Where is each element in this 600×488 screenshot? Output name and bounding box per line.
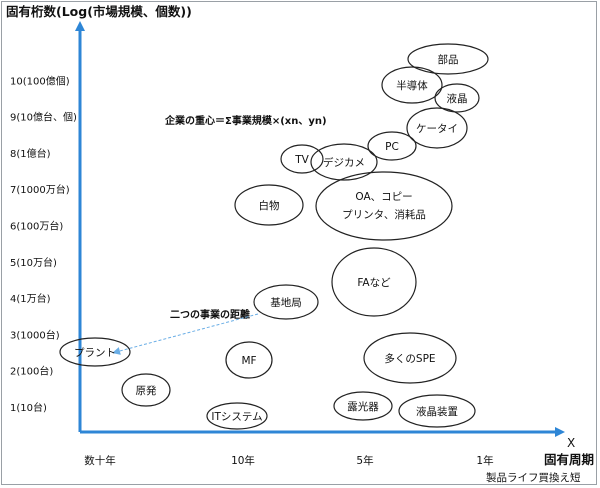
bubble-部品 — [407, 43, 489, 75]
distance-arrow — [112, 313, 259, 355]
bubble-プラント — [59, 337, 131, 367]
y-tick-label: 6(100万台) — [10, 220, 63, 233]
x-axis-title: 固有周期 — [544, 452, 594, 467]
y-tick-label: 3(1000台) — [10, 328, 60, 341]
x-tick-label: 5年 — [356, 454, 373, 467]
bubble-液晶 — [434, 83, 480, 113]
bubble-液晶装置 — [398, 394, 476, 428]
x-tick-labels: 数十年 10年 5年 1年 — [84, 454, 493, 467]
y-tick-label: 8(1億台) — [10, 147, 51, 160]
x-axis-letter: X — [567, 436, 575, 450]
bubble-label: OA、コピー — [355, 191, 412, 203]
bubble-label: 液晶 — [447, 92, 468, 105]
y-tick-label: 10(100億個) — [10, 74, 70, 87]
bubble-MF — [225, 341, 273, 379]
bubble-FAなど — [331, 247, 417, 317]
y-tick-labels: 1(10台) 2(100台) 3(1000台) 4(1万台) 5(10万台) 6(100万… — [10, 74, 77, 414]
bubble-label: プリンタ、消耗品 — [342, 208, 426, 221]
bubble-label: MF — [241, 355, 256, 367]
bubble-label: ケータイ — [416, 123, 458, 135]
bubble-OA、コピー — [315, 171, 453, 241]
bubble-label: 半導体 — [396, 79, 428, 92]
x-tick-label: 1年 — [476, 454, 493, 467]
bubble-ケータイ — [406, 107, 468, 149]
bubble-label: デジカメ — [323, 156, 365, 169]
bubble-label: ITシステム — [211, 411, 262, 423]
bubble-原発 — [121, 373, 171, 407]
bubble-label: 多くのSPE — [384, 352, 435, 365]
bubble-label: 基地局 — [270, 296, 302, 309]
bubble-label: 原発 — [136, 384, 157, 397]
y-tick-label: 5(10万台) — [10, 256, 57, 269]
bubble-label: プラント — [74, 347, 116, 359]
bubble-label: PC — [385, 141, 399, 153]
bubble-label: FAなど — [357, 277, 391, 289]
bubble-label: 白物 — [259, 199, 280, 212]
bubble-露光器 — [333, 391, 393, 421]
y-tick-label: 4(1万台) — [10, 292, 51, 305]
formula-annotation: 企業の重心＝Σ事業規模×(xn、yn) — [164, 114, 327, 127]
bubble-label: 液晶装置 — [416, 405, 458, 418]
distance-annotation: 二つの事業の距離 — [170, 308, 250, 321]
bubble-半導体 — [381, 66, 443, 104]
chart-title: 固有桁数(Log(市場規模、個数)) — [6, 4, 192, 19]
bubble-label: 部品 — [438, 53, 459, 66]
y-tick-label: 7(1000万台) — [10, 183, 70, 196]
x-tick-label: 10年 — [231, 454, 255, 467]
x-tick-label: 数十年 — [84, 454, 116, 467]
y-tick-label: 1(10台) — [10, 401, 47, 414]
y-tick-label: 2(100台) — [10, 365, 53, 378]
bubble-label: TV — [294, 154, 309, 166]
bubble-PC — [367, 131, 417, 161]
bubble-基地局 — [253, 284, 319, 320]
y-tick-label: 9(10億台、個) — [10, 111, 77, 124]
bubble-TV — [280, 144, 324, 174]
bubble-label: 露光器 — [347, 400, 379, 413]
bubble-ITシステム — [206, 402, 268, 430]
x-axis-subtitle: 製品ライフ買換え短 — [486, 471, 581, 484]
bubble-デジカメ — [310, 143, 378, 181]
bubble-多くのSPE — [363, 332, 457, 384]
bubble-白物 — [234, 184, 304, 226]
